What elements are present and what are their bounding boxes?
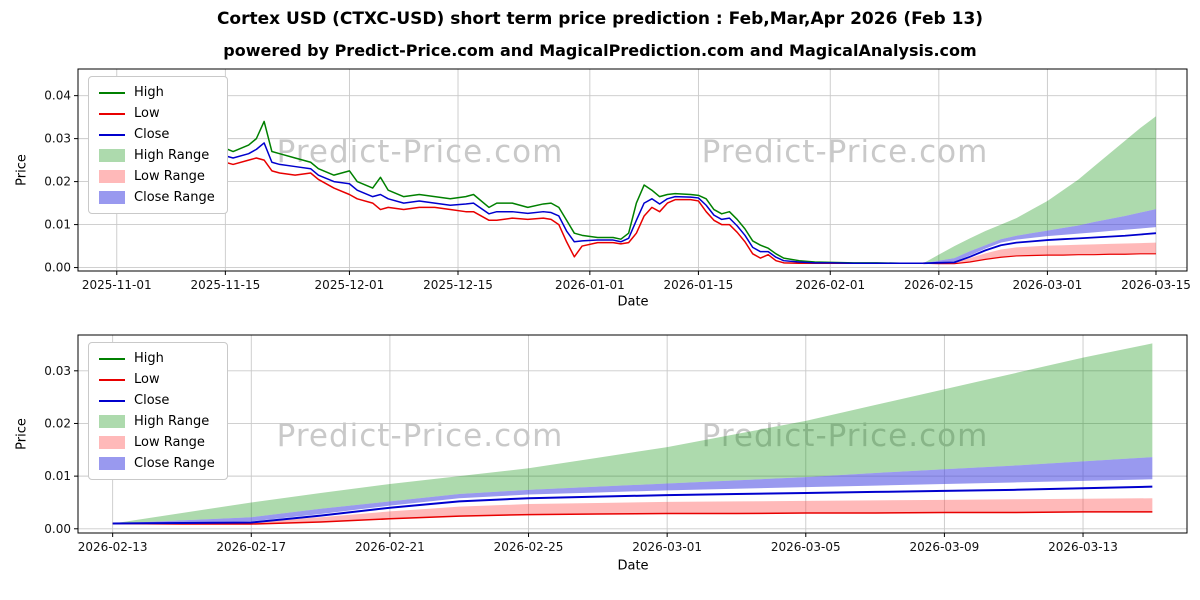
legend-label: High	[134, 351, 164, 366]
page-subtitle: powered by Predict-Price.com and Magical…	[223, 41, 977, 60]
high-range-band	[923, 116, 1156, 264]
x-tick-label: 2026-03-15	[1121, 278, 1191, 292]
y-tick-label: 0.03	[44, 132, 71, 146]
x-tick-label: 2026-02-13	[78, 540, 148, 554]
legend-patch-swatch	[99, 436, 125, 449]
low-forecast-line	[112, 511, 1153, 525]
x-tick-label: 2026-03-05	[771, 540, 841, 554]
x-tick-label: 2026-02-25	[494, 540, 564, 554]
x-tick-label: 2025-12-15	[423, 278, 493, 292]
legend-label: Low Range	[134, 435, 205, 450]
legend-label: Low Range	[134, 169, 205, 184]
x-tick-label: 2026-02-21	[355, 540, 425, 554]
legend-item-low-range: Low Range	[99, 435, 215, 450]
legend-item-close-range: Close Range	[99, 456, 215, 471]
legend-patch-swatch	[99, 149, 125, 162]
plot-border	[77, 334, 1188, 534]
x-tick-label: 2026-03-09	[910, 540, 980, 554]
legend: High Low Close High Range Low Range Close Ran…	[88, 76, 228, 214]
close-forecast-line	[923, 232, 1157, 265]
x-tick-label: 2026-02-17	[216, 540, 286, 554]
x-tick-label: 2025-11-15	[190, 278, 260, 292]
watermark-text: Predict-Price.com	[701, 134, 989, 170]
legend-label: Close Range	[134, 456, 215, 471]
legend-item-high-range: High Range	[99, 148, 215, 163]
legend-patch-swatch	[99, 191, 125, 204]
chart-1: 2026-02-13 2026-02-17 2026-02-21 2026-02-25…	[44, 334, 1188, 554]
x-tick-label: 2026-03-01	[1013, 278, 1083, 292]
y-tick-label: 0.01	[44, 218, 71, 232]
y-tick-label: 0.04	[44, 89, 71, 103]
legend-item-close-range: Close Range	[99, 190, 215, 205]
legend-item-high-range: High Range	[99, 414, 215, 429]
legend-line-swatch	[99, 133, 125, 136]
legend-item-close: Close	[99, 127, 215, 142]
legend-label: High	[134, 85, 164, 100]
close-forecast-line	[112, 485, 1153, 525]
y-tick-label: 0.01	[44, 469, 71, 483]
legend-item-close: Close	[99, 393, 215, 408]
y-tick-label: 0.03	[44, 364, 71, 378]
watermark-text: Predict-Price.com	[276, 134, 564, 170]
legend-item-low-range: Low Range	[99, 169, 215, 184]
plot-border	[77, 68, 1188, 272]
x-tick-label: 2025-12-01	[315, 278, 385, 292]
top-chart-ylabel: Price	[14, 154, 30, 186]
bottom-chart-xlabel: Date	[617, 558, 649, 574]
legend-item-high: High	[99, 85, 215, 100]
tick-labels: 2026-02-13 2026-02-17 2026-02-21 2026-02-25…	[44, 364, 1118, 554]
x-tick-label: 2026-03-13	[1048, 540, 1118, 554]
legend-line-swatch	[99, 91, 125, 94]
close-range-band	[112, 457, 1153, 524]
y-tick-label: 0.02	[44, 416, 71, 430]
y-tick-label: 0.00	[44, 522, 71, 536]
legend-patch-swatch	[99, 457, 125, 470]
bottom-chart-ylabel: Price	[14, 418, 30, 450]
top-chart-xlabel: Date	[617, 294, 649, 310]
legend-line-swatch	[99, 112, 125, 115]
page-title: Cortex USD (CTXC-USD) short term price p…	[216, 9, 984, 29]
legend-line-swatch	[99, 378, 125, 381]
low-range-band	[112, 498, 1153, 525]
legend-label: High Range	[134, 148, 210, 163]
low-line	[93, 94, 924, 265]
x-tick-label: 2026-01-15	[664, 278, 734, 292]
legend-label: High Range	[134, 414, 210, 429]
x-tick-label: 2026-02-01	[795, 278, 865, 292]
y-tick-label: 0.02	[44, 175, 71, 189]
gridlines	[78, 69, 1187, 271]
legend-label: Low	[134, 106, 160, 121]
legend-line-swatch	[99, 399, 125, 402]
chart-0: 2025-11-01 2025-11-15 2025-12-01 2025-12-15…	[44, 68, 1191, 292]
gridlines	[78, 335, 1187, 533]
x-tick-label: 2026-02-15	[904, 278, 974, 292]
legend-item-low: Low	[99, 372, 215, 387]
legend-label: Close	[134, 127, 170, 142]
watermark-text: Predict-Price.com	[702, 418, 989, 454]
x-tick-label: 2026-01-01	[555, 278, 625, 292]
legend-patch-swatch	[99, 415, 125, 428]
legend-label: Close	[134, 393, 170, 408]
close-line	[93, 86, 924, 265]
x-tick-label: 2026-03-01	[632, 540, 702, 554]
close-range-band	[923, 209, 1156, 264]
legend-item-low: Low	[99, 106, 215, 121]
legend-patch-swatch	[99, 170, 125, 183]
watermark-text: Predict-Price.com	[276, 418, 564, 454]
high-range-band	[112, 343, 1153, 524]
low-forecast-line	[923, 253, 1156, 265]
legend: High Low Close High Range Low Range Close Ran…	[88, 342, 228, 480]
x-tick-label: 2025-11-01	[82, 278, 152, 292]
high-line	[93, 77, 924, 265]
legend-line-swatch	[99, 357, 125, 360]
legend-item-high: High	[99, 351, 215, 366]
low-range-band	[923, 242, 1156, 264]
legend-label: Close Range	[134, 190, 215, 205]
y-tick-label: 0.00	[44, 261, 71, 275]
legend-label: Low	[134, 372, 160, 387]
tick-labels: 2025-11-01 2025-11-15 2025-12-01 2025-12-15…	[44, 89, 1191, 292]
